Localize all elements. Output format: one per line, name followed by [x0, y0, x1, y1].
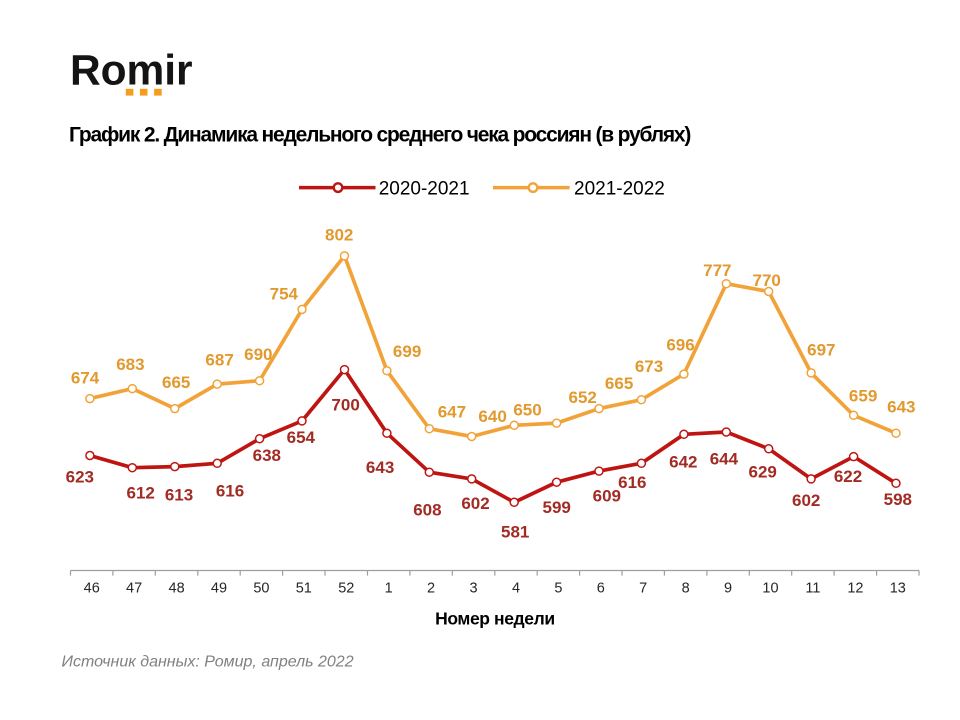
svg-text:10: 10 — [762, 581, 778, 597]
svg-text:602: 602 — [792, 491, 820, 510]
svg-text:3: 3 — [469, 581, 477, 597]
svg-text:643: 643 — [887, 397, 915, 416]
svg-text:8: 8 — [682, 581, 690, 597]
svg-text:616: 616 — [618, 473, 646, 492]
svg-text:2020-2021: 2020-2021 — [379, 179, 470, 200]
svg-text:642: 642 — [669, 453, 697, 472]
svg-text:650: 650 — [513, 401, 541, 420]
svg-text:599: 599 — [543, 498, 571, 517]
svg-text:652: 652 — [569, 388, 597, 407]
svg-text:754: 754 — [270, 284, 299, 303]
svg-text:697: 697 — [807, 341, 835, 360]
svg-text:Romir: Romir — [70, 47, 193, 94]
svg-text:654: 654 — [287, 428, 316, 447]
svg-text:665: 665 — [605, 374, 633, 393]
svg-text:608: 608 — [413, 501, 441, 520]
svg-text:674: 674 — [71, 368, 100, 387]
svg-text:673: 673 — [635, 357, 663, 376]
svg-text:683: 683 — [116, 355, 144, 374]
svg-text:13: 13 — [890, 581, 906, 597]
svg-text:616: 616 — [216, 482, 244, 501]
svg-text:613: 613 — [165, 486, 193, 505]
svg-text:644: 644 — [710, 450, 739, 469]
svg-text:623: 623 — [66, 468, 94, 487]
svg-text:643: 643 — [366, 458, 394, 477]
svg-text:Номер недели: Номер недели — [435, 608, 555, 628]
svg-text:659: 659 — [849, 387, 877, 406]
svg-text:699: 699 — [393, 342, 421, 361]
svg-text:687: 687 — [205, 351, 233, 370]
svg-text:1: 1 — [385, 581, 393, 597]
svg-text:2021-2022: 2021-2022 — [574, 179, 665, 200]
svg-text:51: 51 — [296, 581, 312, 597]
svg-text:52: 52 — [338, 581, 354, 597]
svg-text:9: 9 — [724, 581, 732, 597]
svg-text:50: 50 — [253, 581, 269, 597]
svg-text:665: 665 — [162, 373, 190, 392]
svg-text:690: 690 — [244, 345, 272, 364]
svg-text:802: 802 — [325, 226, 353, 245]
svg-text:12: 12 — [847, 581, 863, 597]
svg-text:700: 700 — [331, 395, 359, 414]
svg-text:696: 696 — [666, 335, 694, 354]
svg-text:48: 48 — [169, 581, 185, 597]
svg-text:609: 609 — [593, 487, 621, 506]
svg-text:Источник данных: Ромир, апрель: Источник данных: Ромир, апрель 2022 — [62, 654, 354, 671]
svg-text:622: 622 — [834, 467, 862, 486]
svg-text:777: 777 — [703, 261, 731, 280]
svg-text:640: 640 — [478, 407, 506, 426]
svg-text:49: 49 — [211, 581, 227, 597]
svg-text:46: 46 — [84, 581, 100, 597]
svg-text:770: 770 — [753, 271, 781, 290]
svg-text:629: 629 — [749, 463, 777, 482]
svg-text:581: 581 — [501, 522, 529, 541]
svg-text:6: 6 — [597, 581, 605, 597]
svg-text:4: 4 — [512, 581, 520, 597]
svg-text:47: 47 — [126, 581, 142, 597]
svg-text:598: 598 — [884, 490, 912, 509]
svg-text:7: 7 — [639, 581, 647, 597]
svg-text:647: 647 — [438, 402, 466, 421]
svg-text:2: 2 — [427, 581, 435, 597]
svg-text:612: 612 — [127, 484, 155, 503]
svg-text:638: 638 — [253, 446, 281, 465]
svg-text:График 2. Динамика недельного: График 2. Динамика недельного среднего ч… — [69, 124, 690, 147]
svg-text:602: 602 — [461, 494, 489, 513]
svg-text:5: 5 — [554, 581, 562, 597]
svg-text:11: 11 — [805, 581, 820, 597]
